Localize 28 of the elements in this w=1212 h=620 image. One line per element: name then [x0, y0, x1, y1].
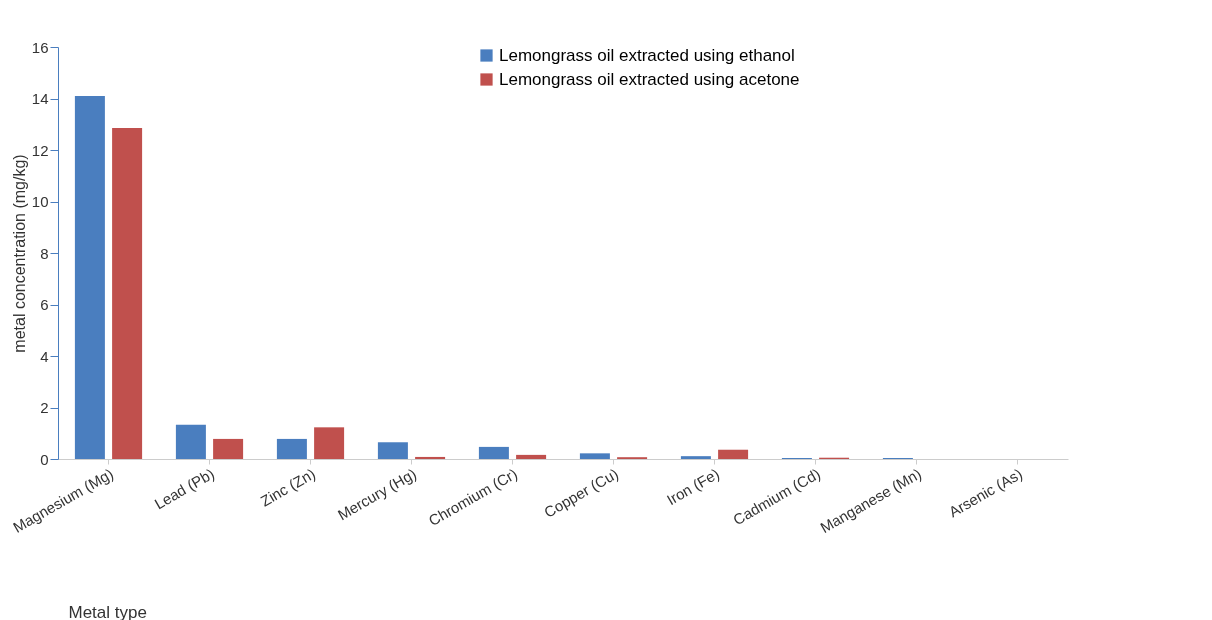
bar	[718, 449, 749, 459]
y-tick-label: 8	[40, 244, 49, 262]
bar	[175, 424, 206, 459]
bar	[314, 427, 345, 459]
y-tick-label: 12	[31, 141, 49, 159]
y-tick-label: 4	[40, 347, 49, 365]
bar	[579, 453, 610, 459]
bar	[276, 438, 307, 459]
y-tick-label: 16	[31, 38, 49, 56]
bar	[74, 95, 105, 459]
bar	[415, 456, 446, 459]
x-tick-label: Lead (Pb)	[151, 464, 217, 513]
y-tick-label: 10	[31, 193, 49, 210]
bar	[377, 442, 408, 459]
bar	[516, 454, 547, 459]
bar	[478, 446, 509, 459]
y-tick-label: 14	[31, 90, 49, 107]
bar	[680, 456, 711, 459]
legend-label: Lemongrass oil extracted using ethanol	[499, 45, 795, 65]
y-tick-label: 0	[40, 450, 49, 468]
y-tick-label: 2	[40, 399, 49, 416]
bar	[213, 438, 244, 459]
y-axis-title: metal concentration (mg/kg)	[10, 154, 28, 353]
x-tick-label: Zinc (Zn)	[257, 464, 318, 510]
bar	[112, 128, 143, 459]
x-tick-label: Iron (Fe)	[663, 464, 722, 509]
legend-label: Lemongrass oil extracted using acetone	[499, 69, 800, 89]
y-tick-label: 6	[40, 296, 49, 313]
